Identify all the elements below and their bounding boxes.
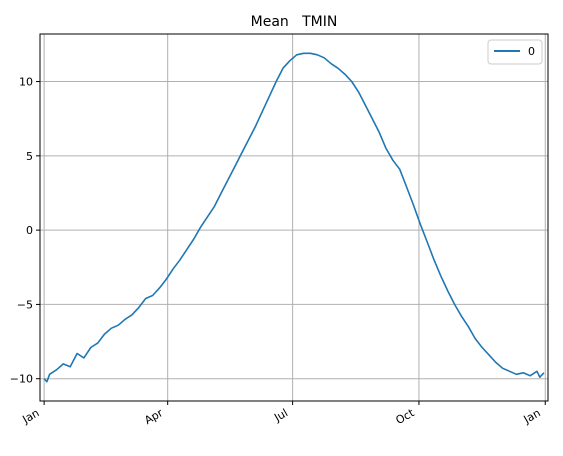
y-tick-label: 10 [19,76,33,89]
x-tick-label: Jan [20,406,42,426]
x-axis: Jan Apr Jul Oct Jan [20,401,546,427]
grid [40,34,548,401]
x-tick-label: Apr [142,406,165,427]
y-tick-label: −10 [10,373,33,386]
y-tick-label: 5 [26,150,33,163]
legend: 0 [487,39,543,65]
y-axis: 10 5 0 −5 −10 [10,76,40,386]
legend-label-0: 0 [528,45,535,58]
y-tick-label: 0 [26,224,33,237]
x-tick-label: Oct [393,406,417,427]
chart-title: Mean TMIN [251,14,338,30]
x-tick-label: Jan [521,406,543,426]
plot-frame [39,33,549,402]
series-line-0 [43,52,545,383]
y-tick-label: −5 [17,298,33,311]
series-layer [43,52,545,383]
x-tick-label: Jul [271,406,290,424]
